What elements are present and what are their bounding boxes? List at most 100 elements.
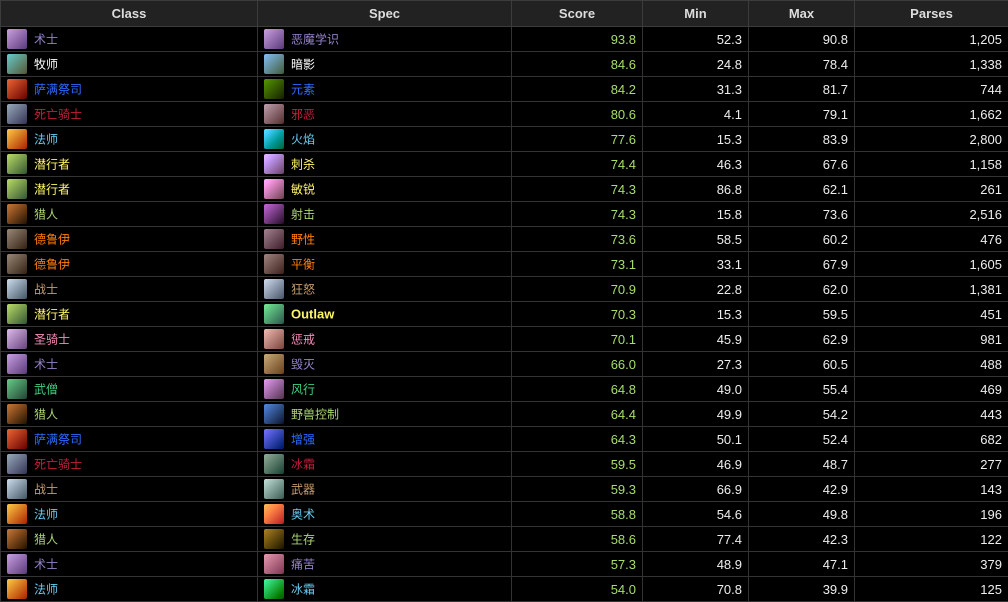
max-cell: 42.3 bbox=[748, 526, 855, 552]
class-cell[interactable]: 萨满祭司 bbox=[0, 426, 258, 452]
class-cell[interactable]: 死亡骑士 bbox=[0, 451, 258, 477]
spec-cell[interactable]: 恶魔学识 bbox=[257, 26, 512, 52]
header-score[interactable]: Score bbox=[511, 0, 643, 27]
table-row[interactable]: 战士 武器 59.3 66.9 42.9 143 bbox=[0, 476, 1008, 502]
spec-cell[interactable]: 敏锐 bbox=[257, 176, 512, 202]
spec-cell[interactable]: 冰霜 bbox=[257, 451, 512, 477]
score-cell: 73.6 bbox=[511, 226, 643, 252]
spec-cell[interactable]: 暗影 bbox=[257, 51, 512, 77]
header-row: Class Spec Score Min Max Parses bbox=[0, 0, 1008, 27]
class-cell[interactable]: 猎人 bbox=[0, 201, 258, 227]
table-row[interactable]: 潜行者 刺杀 74.4 46.3 67.6 1,158 bbox=[0, 151, 1008, 177]
max-cell: 62.0 bbox=[748, 276, 855, 302]
table-row[interactable]: 术士 毁灭 66.0 27.3 60.5 488 bbox=[0, 351, 1008, 377]
spec-cell[interactable]: 增强 bbox=[257, 426, 512, 452]
spec-cell[interactable]: 野兽控制 bbox=[257, 401, 512, 427]
class-cell[interactable]: 潜行者 bbox=[0, 151, 258, 177]
class-name: 猎人 bbox=[34, 207, 59, 222]
spec-cell[interactable]: 奥术 bbox=[257, 501, 512, 527]
spec-cell[interactable]: 元素 bbox=[257, 76, 512, 102]
class-cell[interactable]: 术士 bbox=[0, 26, 258, 52]
class-icon bbox=[7, 279, 27, 299]
class-cell[interactable]: 法师 bbox=[0, 576, 258, 602]
class-cell[interactable]: 德鲁伊 bbox=[0, 226, 258, 252]
spec-cell[interactable]: 痛苦 bbox=[257, 551, 512, 577]
class-cell[interactable]: 猎人 bbox=[0, 526, 258, 552]
header-spec[interactable]: Spec bbox=[257, 0, 512, 27]
class-cell[interactable]: 德鲁伊 bbox=[0, 251, 258, 277]
spec-cell[interactable]: 平衡 bbox=[257, 251, 512, 277]
class-icon bbox=[7, 379, 27, 399]
min-cell: 48.9 bbox=[642, 551, 749, 577]
class-cell[interactable]: 武僧 bbox=[0, 376, 258, 402]
header-class[interactable]: Class bbox=[0, 0, 258, 27]
table-row[interactable]: 战士 狂怒 70.9 22.8 62.0 1,381 bbox=[0, 276, 1008, 302]
spec-cell[interactable]: 惩戒 bbox=[257, 326, 512, 352]
spec-name: 敏锐 bbox=[291, 182, 316, 197]
spec-cell[interactable]: 生存 bbox=[257, 526, 512, 552]
class-icon bbox=[7, 154, 27, 174]
spec-name: 生存 bbox=[291, 532, 316, 547]
table-row[interactable]: 潜行者 敏锐 74.3 86.8 62.1 261 bbox=[0, 176, 1008, 202]
table-row[interactable]: 术士 恶魔学识 93.8 52.3 90.8 1,205 bbox=[0, 26, 1008, 52]
spec-cell[interactable]: 射击 bbox=[257, 201, 512, 227]
table-row[interactable]: 法师 冰霜 54.0 70.8 39.9 125 bbox=[0, 576, 1008, 602]
spec-cell[interactable]: Outlaw bbox=[257, 301, 512, 327]
class-cell[interactable]: 猎人 bbox=[0, 401, 258, 427]
table-row[interactable]: 猎人 生存 58.6 77.4 42.3 122 bbox=[0, 526, 1008, 552]
class-cell[interactable]: 死亡骑士 bbox=[0, 101, 258, 127]
class-name: 术士 bbox=[34, 557, 59, 572]
class-name: 猎人 bbox=[34, 407, 59, 422]
table-row[interactable]: 德鲁伊 野性 73.6 58.5 60.2 476 bbox=[0, 226, 1008, 252]
table-row[interactable]: 死亡骑士 邪恶 80.6 4.1 79.1 1,662 bbox=[0, 101, 1008, 127]
table-row[interactable]: 猎人 野兽控制 64.4 49.9 54.2 443 bbox=[0, 401, 1008, 427]
class-icon bbox=[7, 304, 27, 324]
class-cell[interactable]: 术士 bbox=[0, 551, 258, 577]
min-cell: 24.8 bbox=[642, 51, 749, 77]
spec-cell[interactable]: 刺杀 bbox=[257, 151, 512, 177]
table-row[interactable]: 法师 火焰 77.6 15.3 83.9 2,800 bbox=[0, 126, 1008, 152]
class-icon bbox=[7, 404, 27, 424]
class-cell[interactable]: 法师 bbox=[0, 126, 258, 152]
spec-cell[interactable]: 毁灭 bbox=[257, 351, 512, 377]
parses-cell: 1,605 bbox=[854, 251, 1008, 277]
max-cell: 73.6 bbox=[748, 201, 855, 227]
class-cell[interactable]: 潜行者 bbox=[0, 301, 258, 327]
class-name: 战士 bbox=[34, 482, 59, 497]
score-cell: 54.0 bbox=[511, 576, 643, 602]
table-row[interactable]: 猎人 射击 74.3 15.8 73.6 2,516 bbox=[0, 201, 1008, 227]
spec-cell[interactable]: 武器 bbox=[257, 476, 512, 502]
class-cell[interactable]: 法师 bbox=[0, 501, 258, 527]
table-row[interactable]: 潜行者 Outlaw 70.3 15.3 59.5 451 bbox=[0, 301, 1008, 327]
parses-cell: 469 bbox=[854, 376, 1008, 402]
spec-cell[interactable]: 狂怒 bbox=[257, 276, 512, 302]
class-cell[interactable]: 萨满祭司 bbox=[0, 76, 258, 102]
spec-cell[interactable]: 风行 bbox=[257, 376, 512, 402]
class-cell[interactable]: 圣骑士 bbox=[0, 326, 258, 352]
table-row[interactable]: 法师 奥术 58.8 54.6 49.8 196 bbox=[0, 501, 1008, 527]
header-min[interactable]: Min bbox=[642, 0, 749, 27]
class-cell[interactable]: 战士 bbox=[0, 476, 258, 502]
table-row[interactable]: 牧师 暗影 84.6 24.8 78.4 1,338 bbox=[0, 51, 1008, 77]
table-row[interactable]: 死亡骑士 冰霜 59.5 46.9 48.7 277 bbox=[0, 451, 1008, 477]
table-row[interactable]: 德鲁伊 平衡 73.1 33.1 67.9 1,605 bbox=[0, 251, 1008, 277]
table-row[interactable]: 术士 痛苦 57.3 48.9 47.1 379 bbox=[0, 551, 1008, 577]
spec-cell[interactable]: 火焰 bbox=[257, 126, 512, 152]
spec-cell[interactable]: 邪恶 bbox=[257, 101, 512, 127]
spec-cell[interactable]: 野性 bbox=[257, 226, 512, 252]
header-max[interactable]: Max bbox=[748, 0, 855, 27]
spec-name: 狂怒 bbox=[291, 282, 316, 297]
parses-cell: 2,516 bbox=[854, 201, 1008, 227]
table-row[interactable]: 萨满祭司 增强 64.3 50.1 52.4 682 bbox=[0, 426, 1008, 452]
header-parses[interactable]: Parses bbox=[854, 0, 1008, 27]
table-row[interactable]: 武僧 风行 64.8 49.0 55.4 469 bbox=[0, 376, 1008, 402]
spec-cell[interactable]: 冰霜 bbox=[257, 576, 512, 602]
parses-cell: 1,338 bbox=[854, 51, 1008, 77]
class-cell[interactable]: 术士 bbox=[0, 351, 258, 377]
table-row[interactable]: 圣骑士 惩戒 70.1 45.9 62.9 981 bbox=[0, 326, 1008, 352]
class-cell[interactable]: 牧师 bbox=[0, 51, 258, 77]
table-row[interactable]: 萨满祭司 元素 84.2 31.3 81.7 744 bbox=[0, 76, 1008, 102]
class-cell[interactable]: 潜行者 bbox=[0, 176, 258, 202]
class-cell[interactable]: 战士 bbox=[0, 276, 258, 302]
class-icon bbox=[7, 204, 27, 224]
